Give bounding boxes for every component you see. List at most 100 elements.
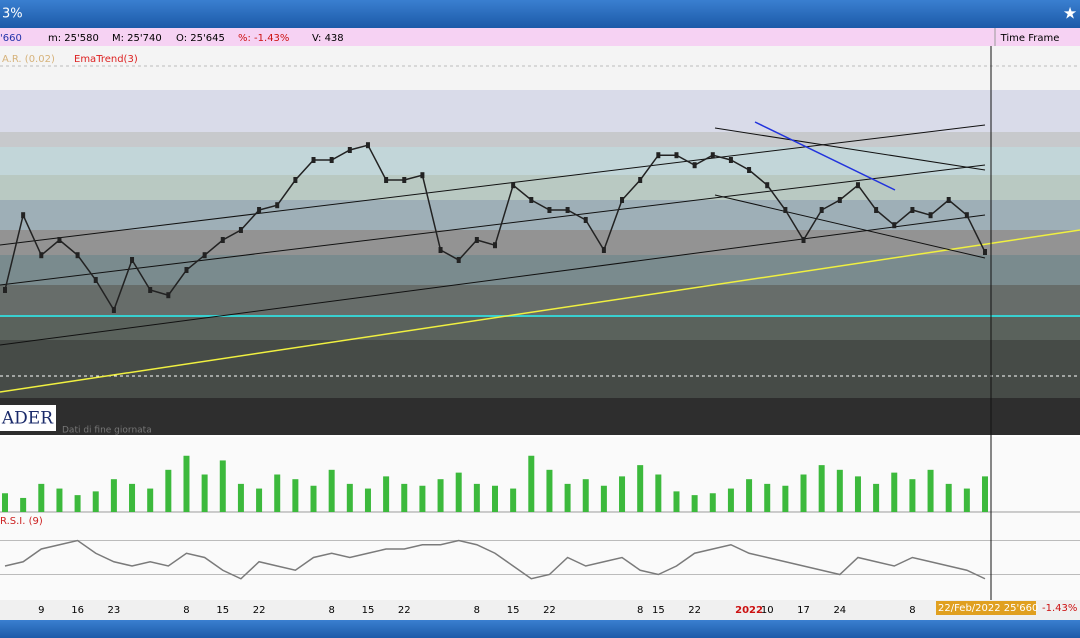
volume-bar: [455, 472, 462, 512]
volume-bar: [38, 483, 45, 512]
price-mark: [874, 207, 879, 213]
price-mark: [329, 157, 334, 163]
x-tick-label: 16: [71, 605, 84, 616]
info-bar: [0, 28, 1080, 46]
price-mark: [946, 197, 951, 203]
price-pane: ADER Dati di fine giornata A.R. (0.02) E…: [0, 46, 1080, 436]
volume-bar: [963, 488, 970, 512]
price-mark: [529, 197, 534, 203]
logo-box: [0, 405, 56, 431]
rsi-pane: [0, 513, 1080, 600]
volume-bar: [328, 469, 335, 512]
price-mark: [474, 237, 479, 243]
volume-bar: [927, 469, 934, 512]
volume-bar: [945, 483, 952, 512]
volume-bar: [2, 493, 8, 512]
price-mark: [111, 307, 116, 313]
volume-bar: [401, 483, 408, 512]
star[interactable]: ★: [1063, 4, 1077, 23]
price-mark: [674, 152, 679, 159]
volume-bar: [600, 485, 607, 512]
volume-bar: [782, 485, 789, 512]
price-mark: [964, 212, 969, 219]
volume-bar: [183, 455, 190, 512]
volume-bar: [510, 488, 517, 512]
title-bar: [0, 0, 1080, 28]
volume-bar: [873, 483, 880, 512]
x-tick-label: 22: [253, 605, 266, 616]
volume-bar: [219, 460, 226, 512]
x-tick-label: 15: [507, 605, 520, 616]
volume-bar: [982, 476, 988, 512]
x-tick-label: 9: [38, 605, 44, 616]
volume-pane: [0, 437, 1080, 512]
price-mark: [547, 207, 552, 213]
cursor-box: [936, 601, 1036, 615]
price-mark: [783, 207, 788, 213]
volume-bar: [256, 488, 263, 512]
trend-line: [714, 194, 986, 259]
trend-line: [0, 229, 1080, 393]
x-tick-label: 15: [652, 605, 665, 616]
volume-bar: [836, 469, 843, 512]
price-mark: [983, 249, 987, 255]
x-tick-label: 22: [688, 605, 701, 616]
price-mark: [819, 207, 824, 213]
price-mark: [928, 212, 933, 219]
time-frame[interactable]: Time Frame: [1000, 33, 1060, 44]
volume-bar: [292, 479, 299, 512]
info-last: '660: [0, 33, 22, 44]
price-mark: [39, 252, 44, 259]
x-tick-label: 8: [637, 605, 643, 616]
price-mark: [166, 292, 171, 299]
band: [0, 285, 1080, 315]
x-tick-label: 8: [474, 605, 480, 616]
price-mark: [3, 287, 7, 293]
volume-bar: [419, 485, 426, 512]
price-mark: [728, 157, 733, 163]
price-mark: [710, 152, 715, 159]
volume-bar: [383, 476, 390, 512]
price-mark: [511, 182, 516, 189]
volume-bar: [165, 469, 172, 512]
volume-bar: [364, 488, 371, 512]
info-texts: '660 m: 25'580 M: 25'740 O: 25'645 %: -1…: [0, 28, 1059, 46]
price-mark: [275, 202, 280, 209]
volume-bar: [800, 474, 807, 512]
price-mark: [855, 182, 860, 189]
x-tick-label: 10: [761, 605, 774, 616]
x-tick-label: 8: [328, 605, 334, 616]
status-bar: [0, 620, 1080, 638]
x-tick-label: 8: [183, 605, 189, 616]
trend-line: [0, 164, 986, 286]
volume-bar: [147, 488, 154, 512]
band: [0, 230, 1080, 255]
price-mark: [638, 177, 643, 183]
volume-bar: [437, 479, 444, 512]
volume-bar: [582, 479, 589, 512]
volume-bar: [691, 495, 698, 512]
volume-bar: [655, 474, 662, 512]
band: [0, 340, 1080, 398]
volume-bar: [746, 479, 753, 512]
x-tick-label: 15: [216, 605, 229, 616]
price-mark: [765, 182, 770, 189]
price-mark: [601, 247, 606, 253]
price-mark: [837, 197, 842, 203]
price-mark: [202, 252, 207, 259]
band: [0, 255, 1080, 285]
price-mark: [21, 212, 26, 219]
volume-bar: [909, 479, 916, 512]
price-mark: [910, 207, 915, 213]
price-mark: [438, 247, 443, 253]
band: [0, 315, 1080, 340]
volume-bar: [673, 491, 680, 512]
price-mark: [311, 157, 316, 163]
volume-bar: [727, 488, 734, 512]
volume-bar: [74, 495, 81, 512]
x-tick-label: 8: [909, 605, 915, 616]
band: [0, 398, 1080, 435]
indicator-label: A.R. (0.02): [2, 54, 55, 65]
price-mark: [220, 237, 225, 243]
